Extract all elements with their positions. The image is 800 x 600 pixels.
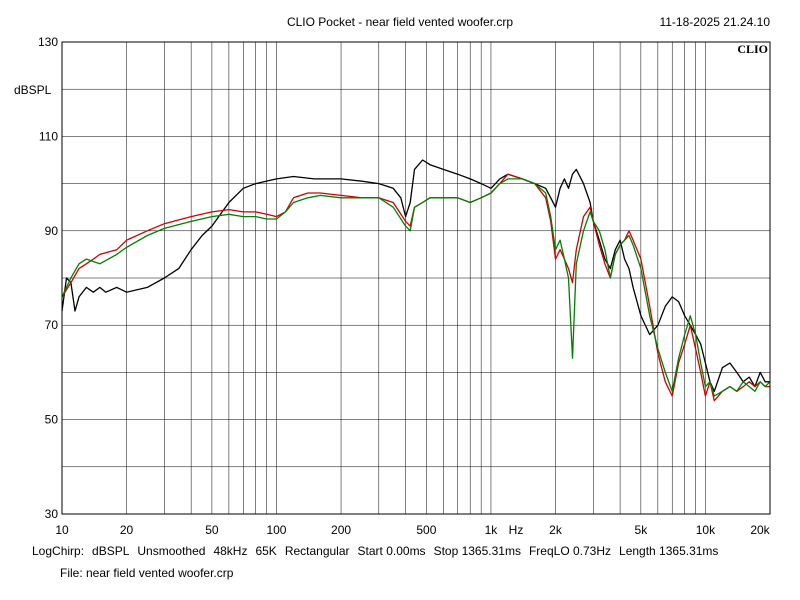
x-tick-label: 500 [416, 523, 436, 537]
grid-lines [62, 42, 770, 514]
y-tick-label: 110 [39, 129, 58, 143]
y-tick-label: 30 [45, 507, 59, 521]
footer-setting-item: Stop 1365.31ms [433, 544, 521, 558]
x-tick-label: 10k [696, 523, 716, 537]
footer-setting-item: Unsmoothed [137, 544, 206, 558]
x-tick-label: 10 [55, 523, 69, 537]
footer-setting-item: Start 0.00ms [357, 544, 426, 558]
x-tick-label: 50 [205, 523, 219, 537]
x-tick-label: 5k [635, 523, 649, 537]
series-line-3 [61, 178, 771, 397]
x-tick-label: 20k [750, 523, 770, 537]
chart-title: CLIO Pocket - near field vented woofer.c… [287, 15, 513, 29]
footer-setting-item: dBSPL [92, 544, 130, 558]
footer-setting-item: FreqLO 0.73Hz [528, 544, 612, 558]
series-line-1 [61, 159, 770, 392]
series-layer [61, 159, 771, 402]
footer-setting-item: Length 1365.31ms [619, 544, 719, 558]
x-tick-label: 2k [549, 523, 563, 537]
tick-labels: 130 110 90 70 50 30 10 20 50 100 200 500 1k 2k 5k 10k 20… [38, 35, 771, 537]
x-tick-label: 100 [266, 523, 286, 537]
y-tick-label: 90 [45, 224, 59, 238]
footer-setting-item: LogChirp: [32, 544, 85, 558]
footer-settings-line: LogChirp: dBSPL Unsmoothed 48kHz 65K Rectangu… [32, 544, 726, 558]
x-axis-unit-label: Hz [509, 523, 524, 537]
y-tick-label: 50 [45, 413, 59, 427]
x-tick-label: 1k [485, 523, 499, 537]
x-tick-label: 20 [120, 523, 134, 537]
footer-setting-item: Rectangular [284, 544, 350, 558]
y-tick-label: 130 [38, 35, 58, 49]
plot-frame [61, 41, 771, 515]
x-tick-label: 200 [331, 523, 351, 537]
footer-file-line: File: near field vented woofer.crp [60, 566, 234, 580]
footer-setting-item: 48kHz [213, 544, 248, 558]
y-axis-label: dBSPL [14, 83, 52, 97]
series-line-2 [61, 173, 770, 402]
footer-setting-item: 65K [255, 544, 277, 558]
y-tick-label: 70 [45, 318, 59, 332]
chart-datetime: 11-18-2025 21.24.10 [659, 15, 770, 29]
clio-logo: CLIO [737, 42, 768, 56]
